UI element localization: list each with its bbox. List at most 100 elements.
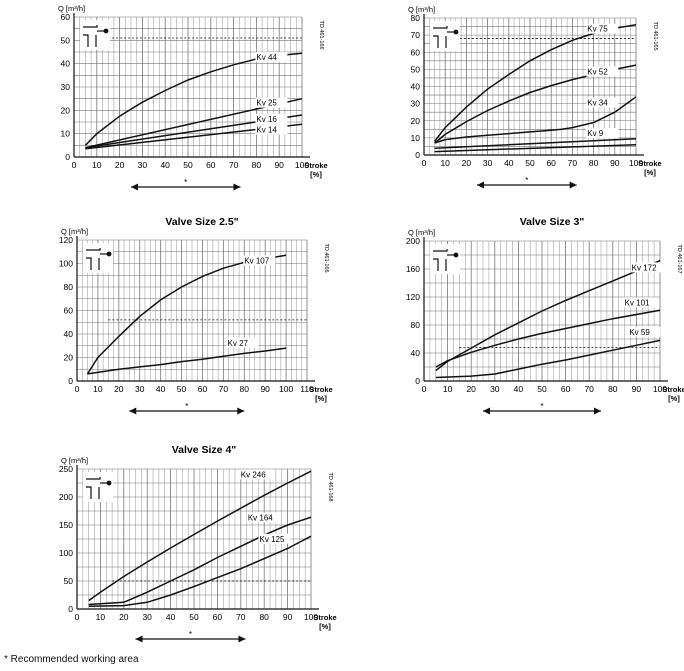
- chart-title: Valve Size 4": [172, 444, 237, 456]
- x-tick-label: 30: [483, 158, 493, 168]
- series-label-backdrop: [586, 128, 619, 139]
- series-label-backdrop: [226, 337, 259, 348]
- y-tick-label: 120: [406, 292, 420, 302]
- y-tick-label: 0: [68, 376, 73, 386]
- recommended-mark: *: [185, 402, 188, 411]
- series-label: Kv 125: [260, 535, 285, 544]
- x-tick-label: 50: [183, 160, 193, 170]
- series-label-backdrop: [255, 124, 288, 135]
- y-tick-label: 0: [415, 376, 420, 386]
- recommended-mark: *: [525, 176, 528, 185]
- series-label: Kv 52: [587, 68, 608, 77]
- recommended-mark: *: [540, 402, 543, 411]
- y-tick-label: 200: [406, 236, 420, 246]
- document-code: TD 461-165: [652, 21, 658, 50]
- x-axis-unit: [%]: [315, 394, 327, 403]
- document-code: TD 461-166: [323, 243, 329, 272]
- y-axis-label: Q [m³/h]: [408, 5, 435, 14]
- x-tick-label: 90: [283, 612, 293, 622]
- y-tick-label: 40: [411, 348, 421, 358]
- y-axis-label: Q [m³/h]: [408, 228, 435, 237]
- document-code: TD 461-166: [318, 20, 324, 49]
- x-tick-label: 20: [114, 384, 124, 394]
- valve-symbol-icon: [86, 477, 112, 499]
- series-label: Kv 9: [587, 129, 604, 138]
- x-axis-label: Stroke: [304, 161, 327, 170]
- series-line-1: [88, 470, 312, 602]
- y-tick-label: 80: [411, 13, 421, 23]
- recommended-mark: *: [189, 630, 192, 639]
- y-tick-label: 50: [411, 64, 421, 74]
- x-tick-label: 0: [75, 612, 80, 622]
- chart-2: 0 10 20 30 40 50 60 70 80 90 10001020304050607080Q…: [408, 5, 662, 189]
- x-tick-label: 0: [75, 384, 80, 394]
- series-line-3: [435, 339, 661, 379]
- x-tick-label: 100: [279, 384, 293, 394]
- series-label-backdrop: [255, 52, 288, 63]
- series-label: Kv 27: [228, 339, 249, 348]
- x-tick-label: 100: [295, 160, 309, 170]
- y-tick-label: 20: [411, 116, 421, 126]
- valve-symbol-icon: [433, 249, 459, 271]
- x-tick-label: 90: [610, 158, 620, 168]
- series-label: Kv 246: [241, 470, 266, 479]
- series-label: Kv 75: [587, 25, 608, 34]
- x-tick-label: 30: [490, 384, 500, 394]
- y-tick-label: 10: [411, 133, 421, 143]
- series-label-backdrop: [258, 533, 291, 544]
- y-tick-label: 60: [61, 12, 71, 22]
- x-tick-label: 100: [304, 612, 318, 622]
- y-tick-label: 160: [406, 264, 420, 274]
- x-tick-label: 60: [213, 612, 223, 622]
- series-line-1: [435, 259, 661, 372]
- y-axis-label: Q [m³/h]: [61, 456, 88, 465]
- series-label-backdrop: [246, 512, 279, 523]
- series-line-4: [434, 137, 637, 149]
- series-line-3: [88, 535, 312, 607]
- series-label: Kv 16: [256, 115, 277, 124]
- series-line-2: [88, 516, 312, 606]
- y-tick-label: 120: [59, 235, 73, 245]
- y-tick-label: 60: [64, 306, 74, 316]
- x-axis-unit: [%]: [644, 168, 656, 177]
- x-axis-unit: [%]: [319, 622, 331, 631]
- x-tick-label: 20: [115, 160, 125, 170]
- x-tick-label: 30: [135, 384, 145, 394]
- x-tick-label: 70: [568, 158, 578, 168]
- x-tick-label: 20: [119, 612, 129, 622]
- x-tick-label: 50: [525, 158, 535, 168]
- x-tick-label: 110: [300, 384, 314, 394]
- y-tick-label: 30: [61, 82, 71, 92]
- x-tick-label: 40: [504, 158, 514, 168]
- x-tick-label: 20: [466, 384, 476, 394]
- series-label-backdrop: [623, 297, 656, 308]
- x-tick-label: 20: [462, 158, 472, 168]
- x-tick-label: 40: [160, 160, 170, 170]
- y-tick-label: 70: [411, 30, 421, 40]
- x-tick-label: 10: [93, 384, 103, 394]
- x-tick-label: 80: [252, 160, 262, 170]
- x-axis-label: Stroke: [638, 159, 661, 168]
- x-tick-label: 40: [166, 612, 176, 622]
- x-tick-label: 40: [514, 384, 524, 394]
- valve-symbol-icon: [83, 25, 109, 47]
- x-axis-unit: [%]: [668, 394, 680, 403]
- y-tick-label: 60: [411, 47, 421, 57]
- x-tick-label: 60: [546, 158, 556, 168]
- x-tick-label: 80: [259, 612, 269, 622]
- y-tick-label: 250: [59, 464, 73, 474]
- x-tick-label: 90: [274, 160, 284, 170]
- y-tick-label: 0: [415, 150, 420, 160]
- x-axis-label: Stroke: [309, 385, 332, 394]
- series-label-backdrop: [628, 326, 661, 337]
- x-tick-label: 90: [632, 384, 642, 394]
- y-tick-label: 40: [61, 59, 71, 69]
- x-tick-label: 70: [229, 160, 239, 170]
- document-code: TD 461-167: [676, 244, 682, 273]
- x-tick-label: 10: [440, 158, 450, 168]
- y-tick-label: 80: [411, 320, 421, 330]
- series-line-2: [87, 347, 287, 375]
- footnote: * Recommended working area: [4, 654, 139, 665]
